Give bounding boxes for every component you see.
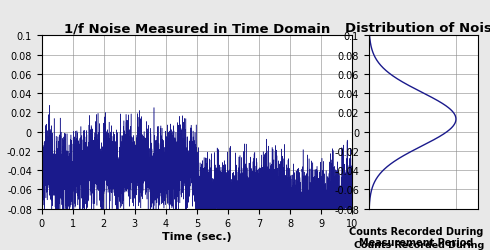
Title: Distribution of Noise: Distribution of Noise <box>345 22 490 35</box>
Title: 1/f Noise Measured in Time Domain: 1/f Noise Measured in Time Domain <box>64 22 330 35</box>
X-axis label: Time (sec.): Time (sec.) <box>162 231 232 241</box>
Text: Counts Recorded During
Measurement Period: Counts Recorded During Measurement Perio… <box>354 240 484 250</box>
Text: Counts Recorded During
Measurement Period: Counts Recorded During Measurement Perio… <box>348 226 483 248</box>
